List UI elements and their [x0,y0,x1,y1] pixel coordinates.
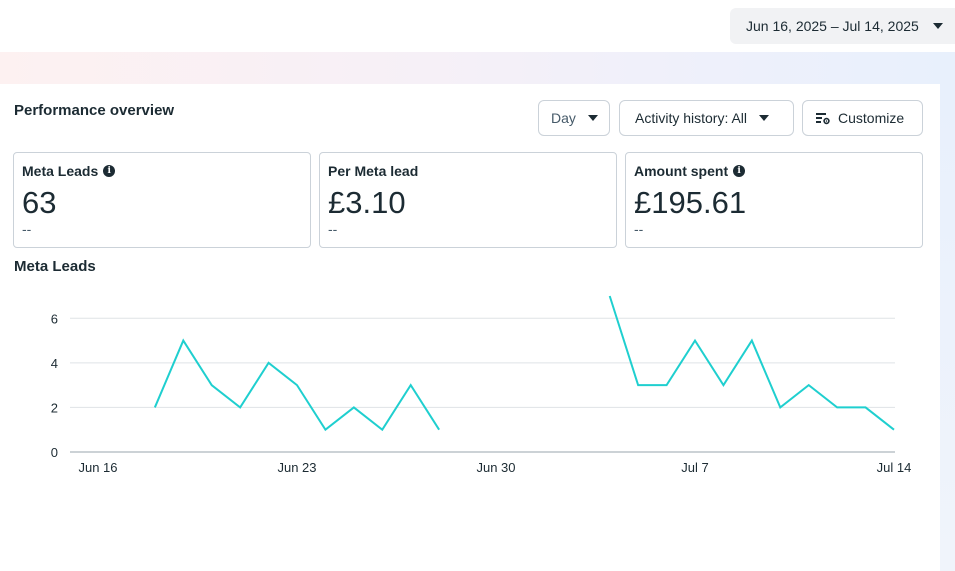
metric-label: Amount spent i [634,163,746,179]
y-tick-label: 6 [51,311,58,326]
x-tick-label: Jun 16 [78,460,117,475]
x-tick-label: Jul 7 [681,460,708,475]
x-tick-label: Jun 23 [277,460,316,475]
metric-label-text: Meta Leads [22,163,99,179]
x-tick-label: Jun 30 [476,460,515,475]
sliders-gear-icon [816,111,830,125]
metric-card-per-meta-lead[interactable]: Per Meta lead £3.10 -- [319,152,617,248]
metric-change: -- [634,221,644,237]
activity-history-dropdown[interactable]: Activity history: All [619,100,794,136]
metric-label: Per Meta lead [328,163,418,179]
info-icon[interactable]: i [733,165,746,177]
date-range-label: Jun 16, 2025 – Jul 14, 2025 [746,18,919,34]
metric-card-amount-spent[interactable]: Amount spent i £195.61 -- [625,152,923,248]
metric-value: £3.10 [328,185,406,220]
caret-down-icon [759,115,770,121]
chart-title: Meta Leads [14,258,96,275]
page-edge [940,84,955,571]
day-dropdown-label: Day [551,110,576,126]
x-tick-label: Jul 14 [877,460,912,475]
y-tick-label: 0 [51,445,58,460]
metric-label-text: Per Meta lead [328,163,419,179]
y-tick-label: 2 [51,400,58,415]
customize-label: Customize [838,110,905,126]
activity-history-label: Activity history: All [635,110,748,126]
customize-button[interactable]: Customize [802,100,923,136]
metric-value: 63 [22,185,57,220]
top-bar: Jun 16, 2025 – Jul 14, 2025 [0,0,955,52]
metric-change: -- [22,221,32,237]
day-dropdown[interactable]: Day [538,100,610,136]
metric-change: -- [328,221,338,237]
metric-card-meta-leads[interactable]: Meta Leads i 63 -- [13,152,311,248]
metric-value: £195.61 [634,185,747,220]
header-gradient [0,52,955,84]
caret-down-icon [587,115,598,121]
info-icon[interactable]: i [103,165,116,177]
date-range-picker[interactable]: Jun 16, 2025 – Jul 14, 2025 [730,8,955,44]
metric-label-text: Amount spent [634,163,729,179]
section-title: Performance overview [14,102,175,119]
performance-overview-panel: Performance overview Day Activity histor… [0,84,940,571]
y-tick-label: 4 [51,356,58,371]
caret-down-icon [933,23,943,29]
metric-label: Meta Leads i [22,163,116,179]
series-line-segment-0 [153,338,440,432]
series-line-segment-1 [608,295,895,431]
